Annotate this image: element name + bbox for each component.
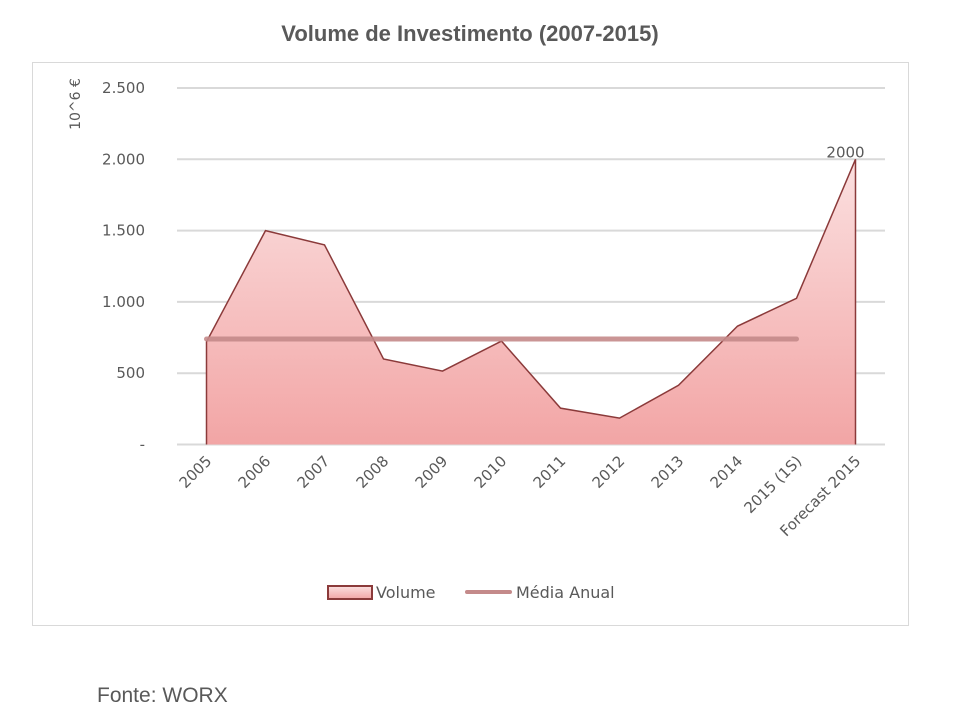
x-tick-label: 2013: [648, 452, 688, 492]
y-tick-label: 1.000: [102, 293, 145, 311]
x-axis-ticks: 2005 2006 2007 2008 2009 2010 2011 2012 2013 2014…: [176, 452, 865, 540]
x-tick-label: 2014: [707, 452, 747, 492]
y-tick-label: 2.000: [102, 150, 145, 168]
volume-series: [205, 159, 857, 445]
legend-label-volume: Volume: [376, 583, 436, 602]
legend-label-media-anual: Média Anual: [516, 583, 615, 602]
x-tick-label: 2011: [530, 452, 570, 492]
source-note: Fonte: WORX: [97, 684, 228, 707]
x-tick-label: 2012: [589, 452, 629, 492]
x-tick-label: 2010: [471, 452, 511, 492]
y-tick-label: 500: [116, 364, 145, 382]
x-tick-label: 2006: [235, 452, 275, 492]
x-tick-label: 2005: [176, 452, 216, 492]
data-labels: 2000: [826, 143, 864, 161]
volume-area-fill: [206, 159, 856, 445]
chart-title: Volume de Investimento (2007-2015): [281, 21, 658, 46]
chart-frame: [32, 62, 909, 626]
x-tick-label: 2009: [412, 452, 452, 492]
x-tick-label: 2008: [353, 452, 393, 492]
data-label: 2000: [826, 143, 864, 161]
y-tick-label: -: [140, 436, 145, 454]
y-tick-label: 1.500: [102, 222, 145, 240]
volume-area-line: [205, 159, 857, 445]
x-tick-label: 2007: [294, 452, 334, 492]
y-axis-label: 10^6 €: [68, 78, 84, 130]
y-tick-label: 2.500: [102, 79, 145, 97]
y-axis-ticks: 2.500 2.000 1.500 1.000 500 -: [102, 79, 145, 454]
legend: Volume Média Anual: [327, 583, 615, 602]
legend-swatch-volume: [327, 585, 373, 600]
